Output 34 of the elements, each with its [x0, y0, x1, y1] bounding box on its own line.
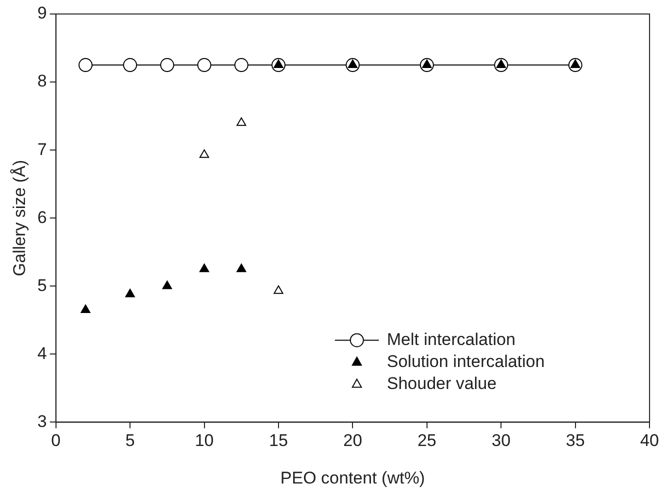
- point: [234, 58, 248, 72]
- y-tick-label: 6: [37, 208, 47, 227]
- x-tick-label: 0: [51, 431, 61, 450]
- legend-label: Melt intercalation: [386, 330, 516, 349]
- point: [125, 288, 135, 298]
- x-tick-label: 40: [640, 431, 660, 450]
- legend-label: Solution intercalation: [386, 352, 545, 371]
- y-tick-label: 8: [37, 72, 47, 91]
- point: [160, 58, 174, 72]
- point: [197, 58, 212, 72]
- point: [274, 285, 284, 294]
- x-axis-title: PEO content (wt%): [280, 468, 425, 488]
- x-tick-label: 5: [125, 431, 135, 450]
- y-axis-title: Gallery size (Å): [10, 160, 29, 276]
- point: [123, 58, 138, 72]
- x-tick-label: 10: [194, 431, 214, 450]
- x-tick-label: 20: [343, 431, 362, 450]
- point: [78, 58, 93, 72]
- point: [236, 117, 246, 126]
- point: [236, 264, 246, 272]
- y-tick-label: 3: [37, 412, 47, 431]
- y-tick-label: 4: [37, 344, 47, 363]
- point: [162, 280, 172, 290]
- point: [199, 149, 210, 158]
- y-tick-label: 5: [37, 276, 47, 295]
- point: [199, 264, 210, 272]
- x-tick-label: 35: [566, 431, 585, 450]
- point: [80, 304, 90, 313]
- legend-label: Shouder value: [386, 374, 497, 393]
- y-tick-label: 7: [37, 140, 47, 159]
- x-tick-label: 30: [492, 431, 511, 450]
- x-tick-label: 15: [269, 431, 288, 450]
- x-tick-label: 25: [417, 431, 436, 450]
- y-tick-label: 9: [37, 4, 47, 23]
